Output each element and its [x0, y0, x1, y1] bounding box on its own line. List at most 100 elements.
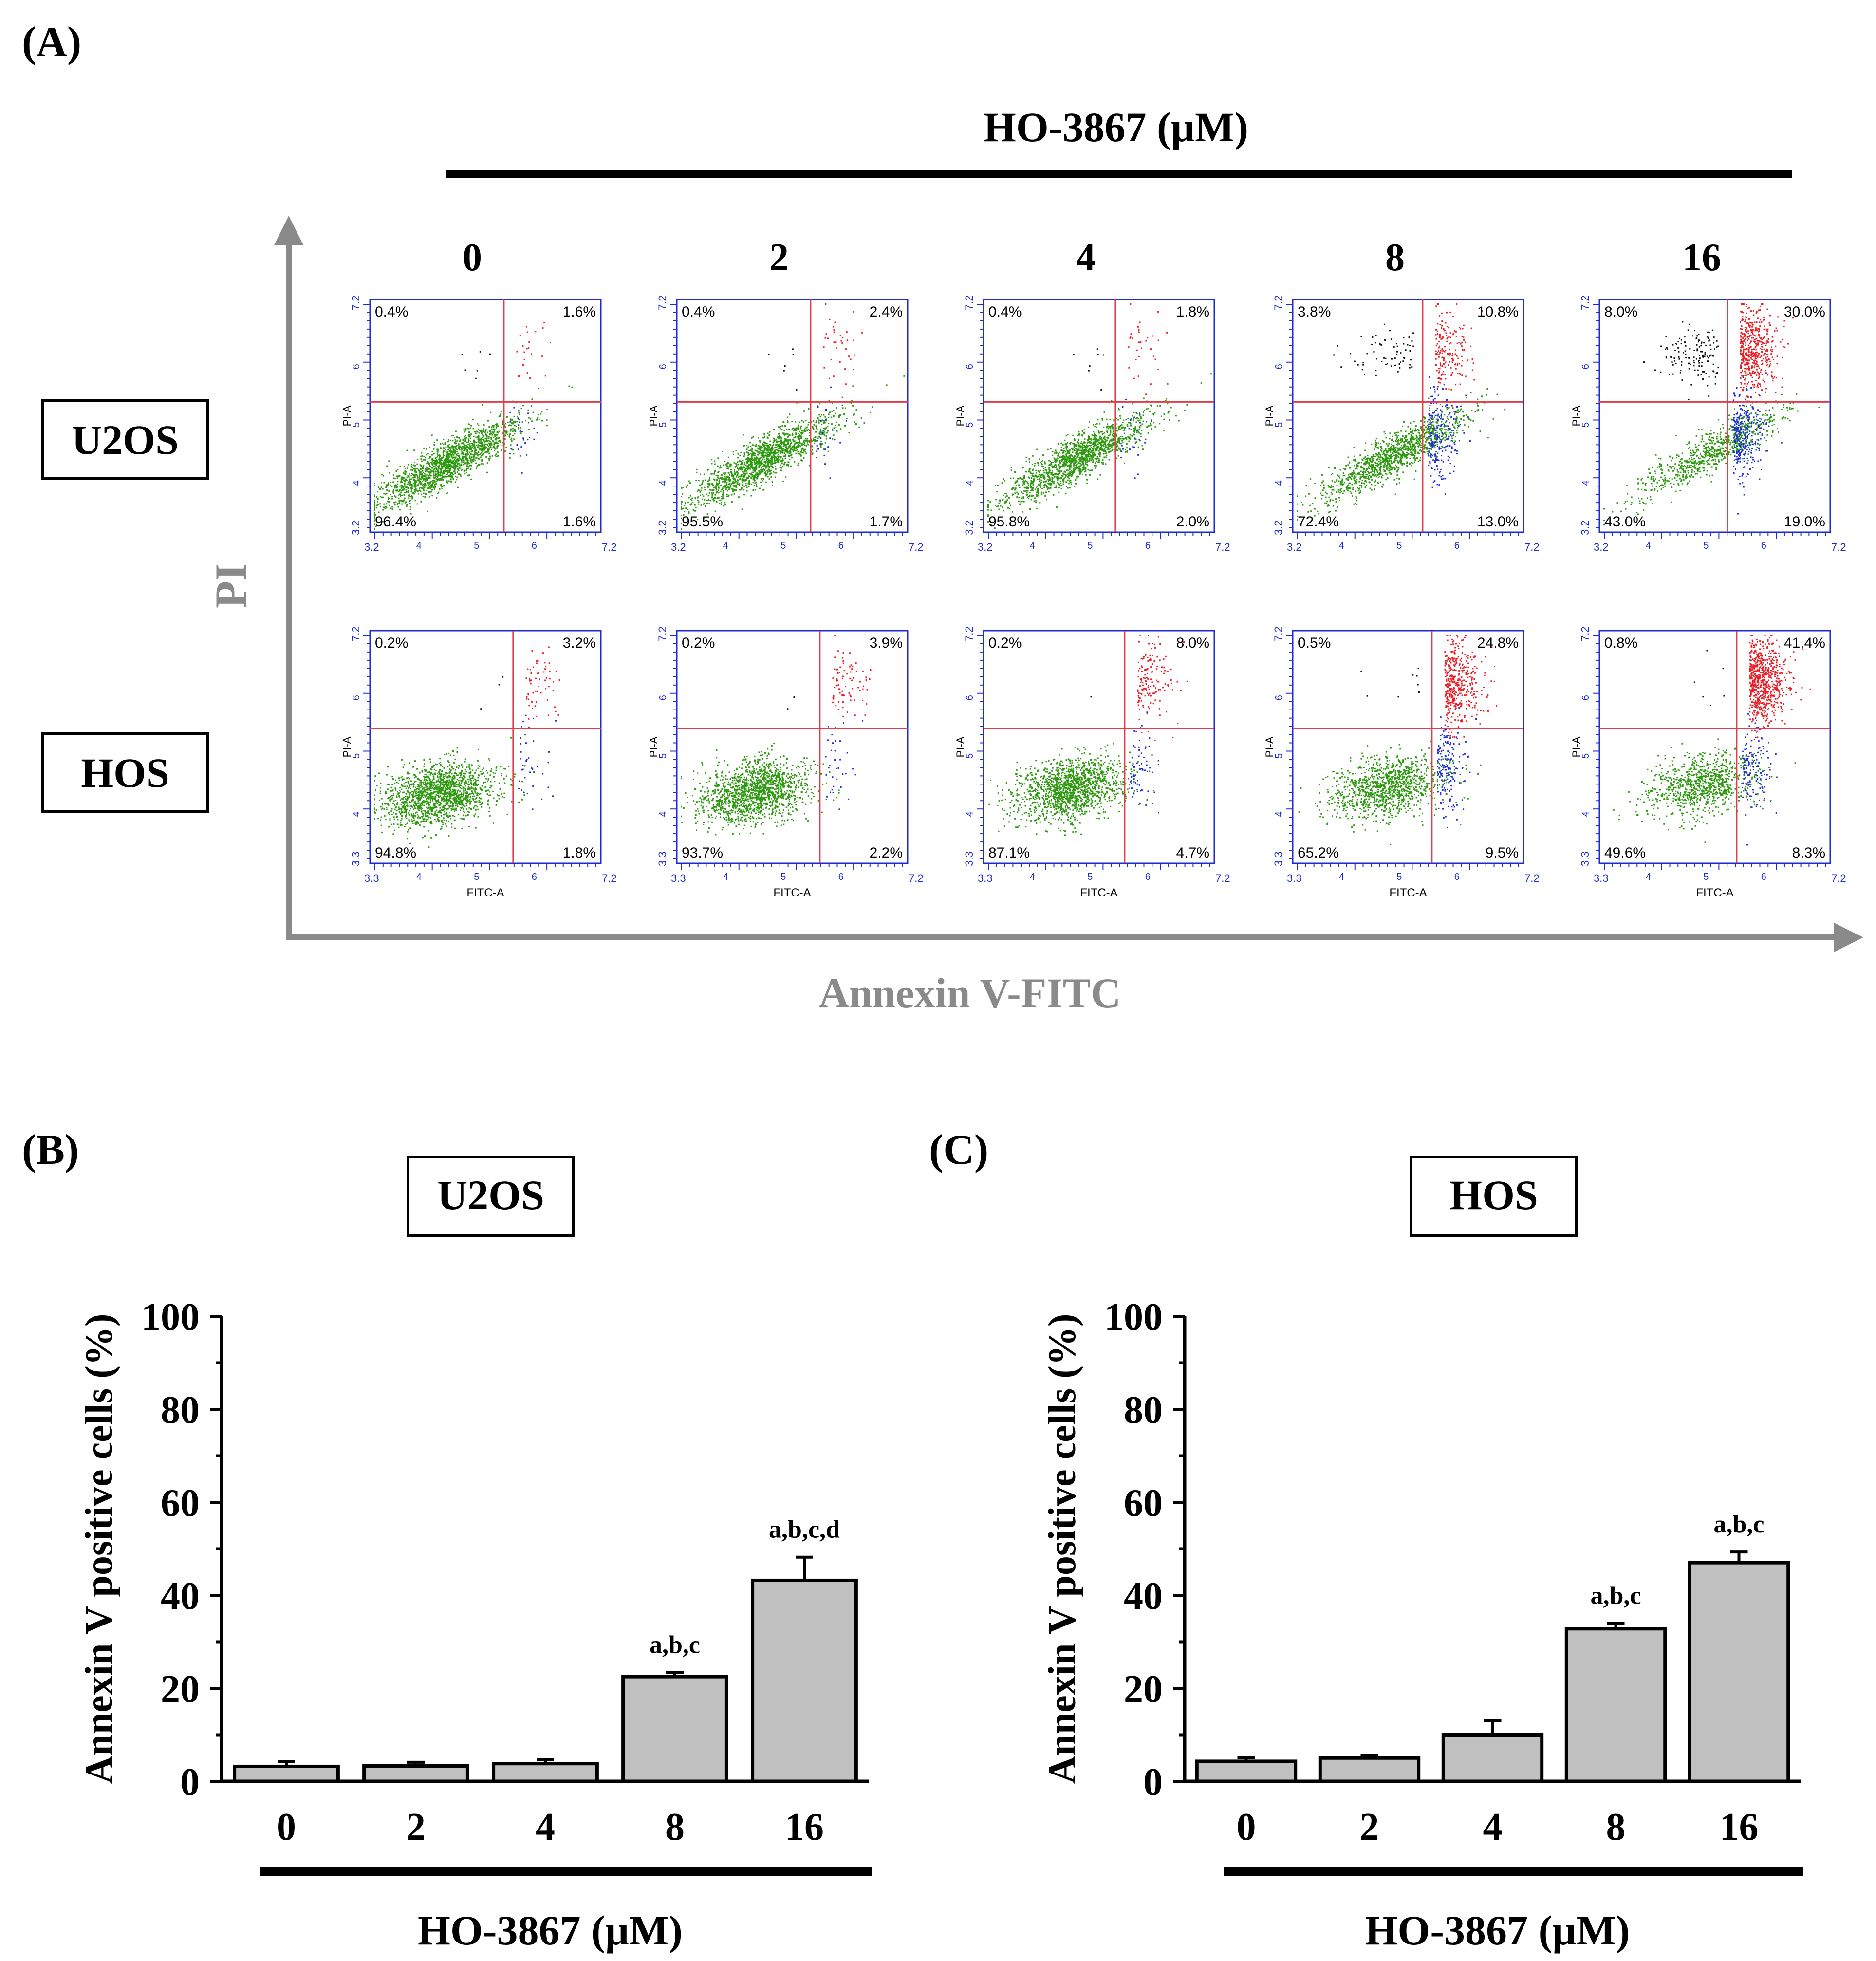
event-dot [1094, 426, 1096, 428]
event-dot [1004, 496, 1006, 498]
event-dot [813, 429, 815, 430]
event-dot [1058, 465, 1060, 467]
event-dot [1080, 446, 1082, 448]
event-dot [749, 483, 751, 485]
event-dot [439, 488, 441, 490]
event-dot [423, 447, 425, 449]
event-dot [435, 483, 437, 485]
event-dot [491, 448, 492, 450]
event-dot [1070, 442, 1072, 443]
event-dot [1121, 438, 1123, 440]
event-dot [718, 486, 720, 488]
event-dot [463, 456, 464, 458]
event-dot [514, 433, 516, 435]
event-dot [485, 438, 487, 440]
event-dot [465, 437, 467, 439]
event-dot [541, 355, 543, 357]
event-dot [779, 448, 781, 449]
event-dot [457, 466, 459, 468]
event-dot [409, 473, 410, 475]
event-dot [698, 484, 700, 486]
event-dot [1073, 471, 1075, 473]
event-dot [428, 457, 430, 459]
event-dot [423, 486, 425, 487]
event-dot [1056, 465, 1058, 467]
event-dot [751, 455, 753, 457]
event-dot [401, 481, 403, 483]
event-dot [1126, 450, 1128, 452]
event-dot [717, 485, 719, 486]
event-dot [1137, 454, 1139, 456]
event-dot [684, 511, 686, 512]
event-dot [433, 475, 435, 477]
event-dot [730, 494, 732, 495]
event-dot [816, 445, 818, 447]
event-dot [739, 483, 741, 485]
event-dot [482, 450, 484, 452]
event-dot [1138, 329, 1140, 331]
event-dot [421, 460, 423, 462]
event-dot [526, 372, 528, 374]
event-dot [759, 440, 761, 442]
event-dot [496, 443, 498, 445]
event-dot [488, 437, 490, 439]
event-dot [780, 450, 782, 452]
event-dot [1066, 459, 1068, 461]
event-dot [432, 482, 434, 484]
event-dot [1127, 418, 1129, 420]
event-dot [495, 439, 497, 441]
event-dot [473, 440, 475, 442]
cell-line-box-u2os [41, 399, 209, 480]
event-dot [782, 481, 784, 482]
event-dot [447, 454, 449, 456]
event-dot [484, 446, 486, 448]
event-dot [444, 461, 446, 463]
event-dot [445, 476, 447, 478]
event-dot [799, 446, 801, 448]
event-dot [839, 414, 841, 416]
event-dot [484, 431, 486, 433]
event-dot [439, 478, 441, 480]
event-dot [772, 485, 774, 486]
event-dot [798, 424, 799, 426]
event-dot [1122, 442, 1124, 443]
event-dot [1072, 443, 1074, 445]
event-dot [460, 448, 462, 449]
event-dot [401, 503, 403, 505]
event-dot [1134, 426, 1136, 428]
event-dot [485, 447, 487, 448]
event-dot [771, 455, 773, 457]
event-dot [760, 472, 762, 474]
event-dot [453, 462, 455, 464]
event-dot [798, 434, 799, 436]
event-dot [845, 407, 846, 409]
event-dot [450, 468, 452, 470]
event-dot [393, 489, 394, 491]
event-dot [505, 447, 507, 448]
event-dot [403, 473, 405, 475]
event-dot [1043, 468, 1045, 470]
event-dot [496, 447, 498, 449]
event-dot [443, 450, 445, 452]
event-dot [800, 427, 802, 429]
event-dot [411, 498, 413, 500]
event-dot [486, 471, 488, 473]
event-dot [1086, 455, 1088, 457]
event-dot [746, 487, 747, 488]
event-dot [768, 454, 770, 456]
event-dot [482, 404, 483, 406]
event-dot [446, 481, 448, 483]
event-dot [402, 489, 404, 491]
event-dot [419, 486, 421, 488]
event-dot [414, 479, 416, 481]
event-dot [437, 468, 439, 470]
event-dot [719, 500, 721, 501]
event-dot [697, 489, 699, 491]
event-dot [464, 450, 466, 452]
event-dot [750, 495, 752, 497]
event-dot [439, 460, 441, 462]
event-dot [1128, 422, 1130, 424]
event-dot [1139, 440, 1141, 442]
event-dot [805, 438, 807, 440]
